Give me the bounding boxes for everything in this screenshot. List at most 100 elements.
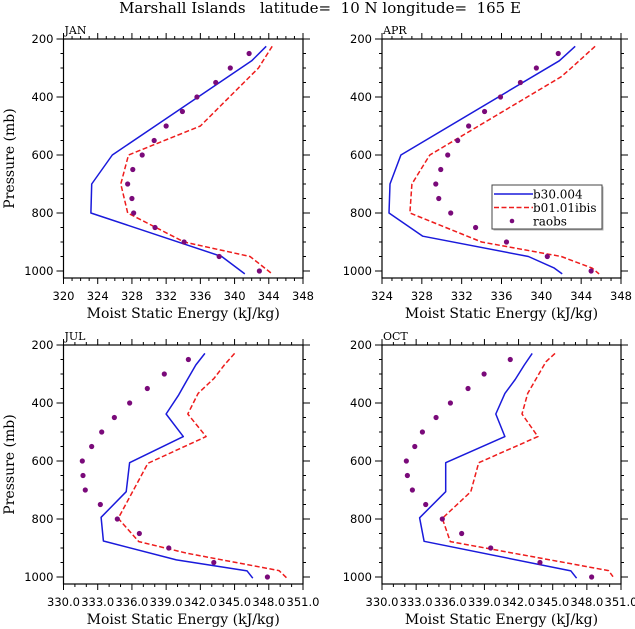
raobs-point	[114, 516, 120, 522]
x-tick-label: 340	[530, 289, 552, 303]
y-tick-label: 600	[32, 454, 54, 468]
y-tick-label: 400	[32, 90, 54, 104]
x-tick-label: 344	[258, 289, 280, 303]
legend-label: b01.01ibis	[533, 201, 597, 215]
series-group	[79, 352, 288, 580]
y-tick-label: 800	[350, 206, 372, 220]
raobs-point	[136, 530, 142, 537]
panel-apr: APR 324 328 332 336 340 344 348 200 400 600 800 1000…	[343, 24, 632, 322]
panel-label: JUL	[64, 330, 87, 343]
series-line-b01-01ibis	[441, 352, 614, 578]
raobs-point	[185, 356, 191, 363]
panel-label: OCT	[383, 330, 408, 343]
x-axis-label: Moist Static Energy (kJ/kg)	[87, 306, 280, 322]
raobs-point	[179, 108, 185, 115]
raobs-point	[588, 268, 594, 274]
x-tick-label: 336.0	[434, 595, 467, 609]
panel-label: JAN	[64, 24, 87, 37]
x-tick-label: 351.0	[605, 595, 635, 609]
x-tick-label: 328	[121, 289, 143, 303]
raobs-point	[144, 385, 150, 392]
plot-frame	[62, 344, 304, 585]
raobs-point	[161, 371, 167, 377]
raobs-point	[181, 239, 187, 245]
raobs-point	[403, 458, 409, 464]
raobs-point	[497, 94, 504, 100]
raobs-point	[89, 443, 95, 450]
y-tick-label: 600	[350, 454, 372, 468]
raobs-point	[507, 356, 513, 363]
series-line-b30-004	[388, 45, 576, 275]
raobs-point	[481, 371, 487, 377]
x-tick-label: 348	[292, 289, 314, 303]
raobs-point	[213, 79, 219, 86]
legend-label: raobs	[533, 215, 567, 229]
x-tick-label: 345.0	[218, 595, 251, 609]
raobs-point	[448, 210, 454, 216]
raobs-point	[216, 253, 222, 260]
series-line-b30-004	[418, 352, 578, 579]
x-tick-label: 344	[570, 289, 592, 303]
raobs-point	[433, 414, 439, 421]
raobs-point	[82, 487, 88, 493]
raobs-point	[537, 559, 543, 566]
panel-jan: JAN 320 324 328 332 336 340 344 348 200 400 600 800 1…	[2, 24, 314, 322]
raobs-point	[79, 458, 85, 464]
series-line-b01-01ibis	[117, 352, 288, 579]
y-tick-label: 600	[350, 148, 372, 162]
x-tick-label: 348.0	[570, 595, 603, 609]
raobs-point	[438, 166, 444, 173]
raobs-point	[445, 152, 451, 158]
x-tick-label: 336	[491, 289, 513, 303]
x-tick-label: 351.0	[287, 595, 320, 609]
y-axis-label: Pressure (mb)	[2, 108, 18, 208]
raobs-point	[473, 224, 479, 231]
x-tick-label: 333.0	[81, 595, 114, 609]
x-tick-label: 332	[451, 289, 473, 303]
y-tick-label: 1000	[343, 264, 372, 278]
raobs-point	[503, 239, 510, 245]
raobs-point	[129, 195, 135, 202]
x-tick-label: 332	[155, 289, 177, 303]
raobs-point	[131, 210, 137, 216]
raobs-point	[409, 487, 415, 493]
y-axis-label: Pressure (mb)	[2, 414, 18, 514]
raobs-point	[256, 268, 262, 274]
raobs-point	[488, 545, 494, 551]
y-tick-label: 800	[350, 512, 372, 526]
raobs-point	[544, 253, 550, 260]
raobs-point	[99, 429, 105, 435]
y-tick-label: 400	[350, 90, 372, 104]
raobs-point	[423, 501, 429, 508]
raobs-point	[589, 574, 595, 580]
y-tick-label: 400	[350, 396, 372, 410]
raobs-point	[127, 400, 133, 406]
raobs-point	[412, 443, 418, 450]
plot-frame	[381, 344, 622, 585]
series-group	[388, 45, 600, 275]
raobs-point	[517, 79, 524, 86]
raobs-point	[166, 545, 172, 551]
x-tick-label: 320	[53, 289, 75, 303]
raobs-point	[211, 559, 217, 566]
raobs-point	[246, 50, 252, 57]
raobs-point	[466, 123, 472, 129]
raobs-point	[163, 123, 169, 129]
raobs-point	[139, 152, 145, 158]
raobs-point	[264, 574, 271, 580]
y-tick-label: 200	[32, 32, 54, 46]
y-tick-label: 200	[350, 32, 372, 46]
y-tick-label: 600	[32, 148, 54, 162]
x-tick-label: 348.0	[252, 595, 285, 609]
legend-label: b30.004	[533, 188, 583, 202]
raobs-point	[227, 65, 233, 71]
raobs-point	[152, 224, 158, 231]
x-tick-label: 339.0	[150, 595, 183, 609]
raobs-point	[433, 181, 439, 187]
raobs-point	[419, 429, 426, 435]
x-tick-label: 336	[189, 289, 211, 303]
raobs-point	[80, 472, 86, 479]
x-tick-label: 333.0	[400, 595, 433, 609]
y-tick-label: 1000	[24, 264, 53, 278]
